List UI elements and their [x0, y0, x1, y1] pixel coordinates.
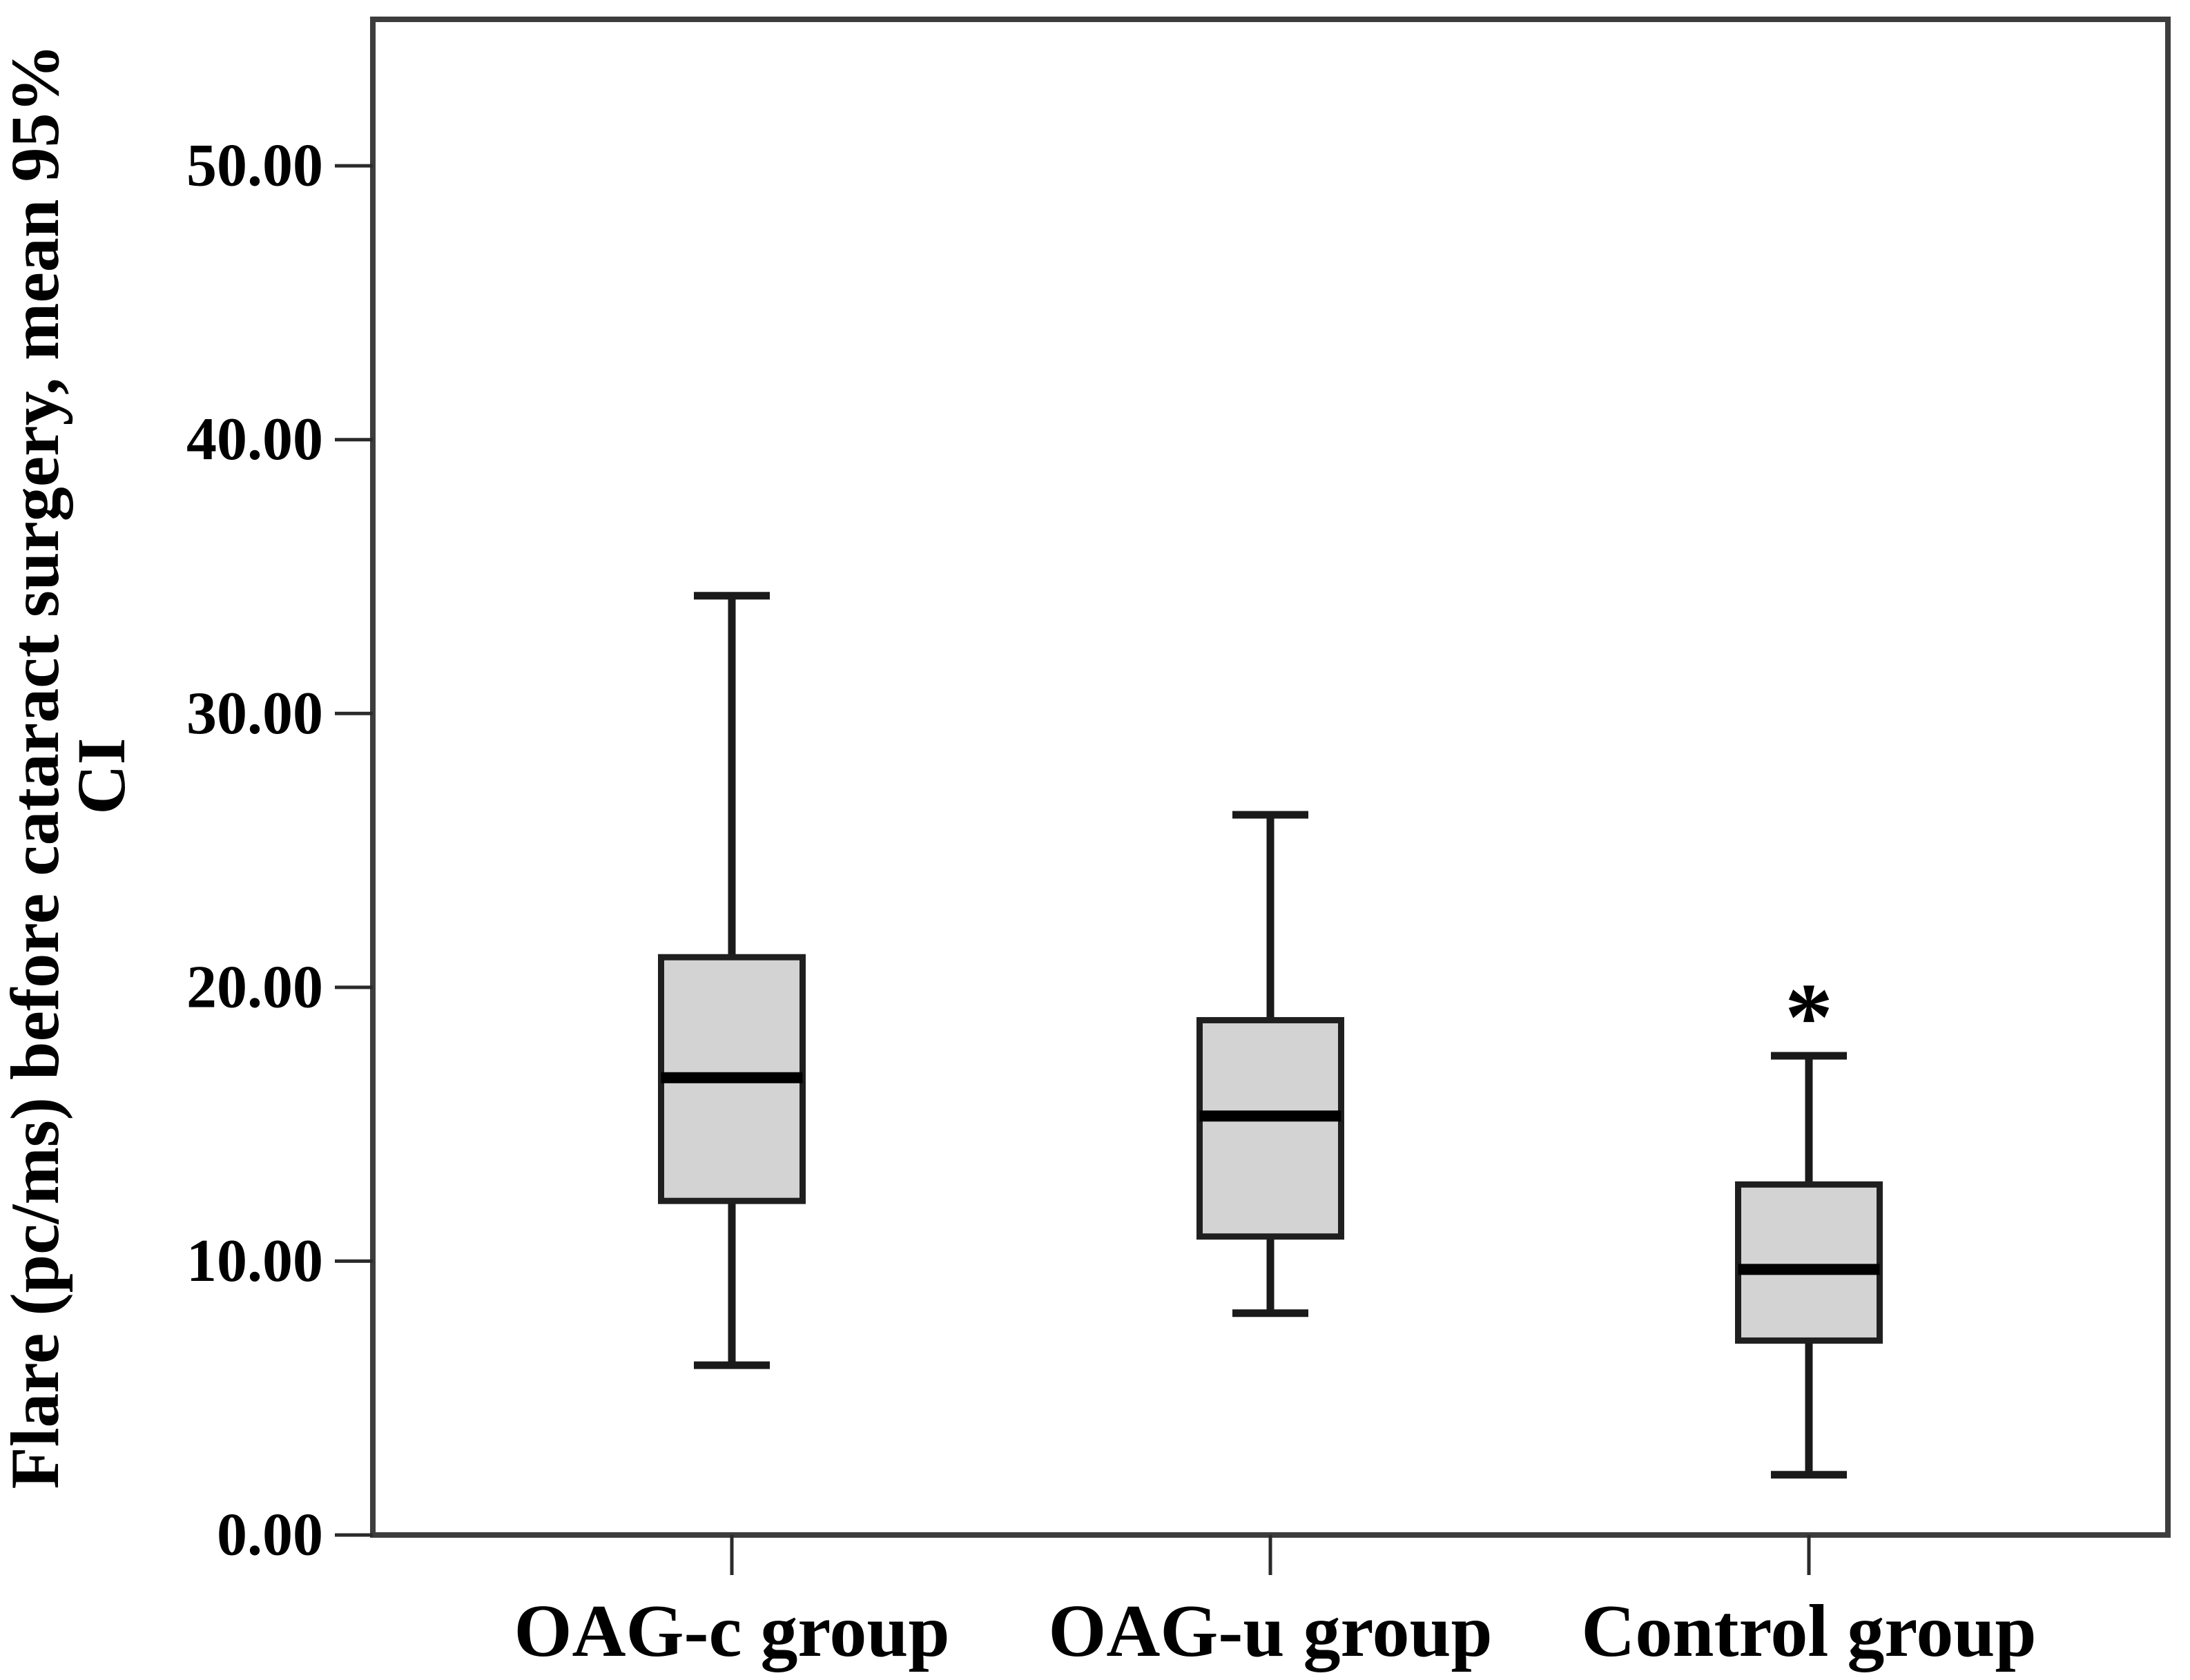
significance-asterisk: * — [1785, 964, 1833, 1071]
x-ticks-layer: OAG-c group OAG-u group Control group — [514, 1535, 2037, 1672]
box-group — [1196, 811, 1344, 1317]
x-category-label: Control group — [1581, 1590, 2036, 1672]
y-tick-label: 30.00 — [186, 680, 323, 747]
iqr-box — [1196, 1016, 1344, 1240]
x-category-label: OAG-u group — [1048, 1590, 1492, 1672]
y-tick-label: 0.00 — [217, 1502, 323, 1569]
y-tick-label: 50.00 — [186, 133, 323, 200]
y-tick-label: 10.00 — [186, 1228, 323, 1295]
y-axis-title-line1: Flare (pc/ms) before cataract surgery, m… — [0, 44, 73, 1489]
x-category-label: OAG-c group — [514, 1590, 949, 1672]
y-ticks-layer: 0.00 10.00 20.00 30.00 40.00 50.00 — [186, 133, 373, 1569]
annotations-layer: * — [1785, 964, 1833, 1071]
boxes-layer — [658, 592, 1883, 1479]
iqr-box — [1735, 1181, 1883, 1344]
box-group — [1735, 1052, 1883, 1479]
y-axis-title-line2: CI — [63, 737, 139, 814]
y-tick-label: 40.00 — [186, 406, 323, 473]
box-group — [658, 592, 806, 1369]
y-tick-label: 20.00 — [186, 954, 323, 1021]
